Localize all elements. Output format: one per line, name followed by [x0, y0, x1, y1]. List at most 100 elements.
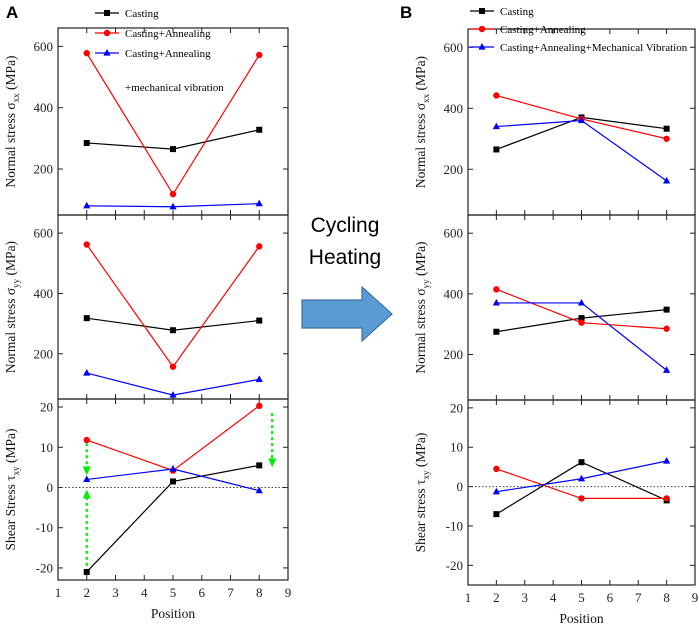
x-tick-label: 4 [141, 585, 148, 600]
y-tick-label: -10 [36, 520, 53, 535]
x-tick-label: 1 [465, 590, 472, 605]
data-point-circle [83, 241, 90, 248]
y-tick-label: 600 [34, 39, 54, 54]
data-point-triangle [255, 199, 263, 207]
y-axis-label-unit: (MPa) [413, 241, 428, 279]
indicator-arrowhead-icon [268, 458, 277, 468]
indicator-arrowhead-icon [82, 466, 91, 476]
legend-label: Casting+Annealing [125, 48, 211, 60]
legend-marker-triangle [103, 49, 111, 56]
y-axis-label-subscript: xy [11, 466, 21, 476]
data-point-circle [169, 190, 177, 198]
data-point-triangle [83, 475, 91, 483]
cycling-heating-arrow: Cycling Heating [301, 214, 393, 343]
y-tick-label: -20 [36, 560, 53, 575]
y-tick-label: 400 [34, 286, 54, 301]
x-tick-label: 7 [227, 585, 234, 600]
data-point-triangle [663, 176, 671, 184]
data-point-circle [256, 402, 263, 410]
y-tick-label: 0 [457, 479, 464, 494]
y-tick-label: 10 [40, 440, 53, 455]
data-point-circle [493, 286, 500, 293]
data-point-square [83, 568, 90, 575]
data-point-circle [663, 495, 670, 502]
y-tick-label: 20 [40, 400, 53, 415]
plot-frame [467, 399, 696, 586]
data-point-circle [256, 51, 263, 59]
y-tick-label: 200 [444, 347, 464, 362]
y-axis-label-main: Normal stress σ [413, 288, 428, 374]
legend-label: Casting [500, 6, 534, 18]
y-axis-label-subscript: xx [11, 93, 21, 103]
x-tick-label: 3 [112, 585, 119, 600]
x-tick-label: 5 [170, 585, 177, 600]
subplot-3: -20 -10 0 10 20 Shear stress τxy (MPa) 1 2 3 4 5 6 7… [413, 399, 698, 626]
y-tick-label: 400 [444, 101, 464, 116]
series-line-circle [86, 244, 260, 368]
data-point-square [83, 315, 90, 322]
y-tick-label: 600 [34, 226, 54, 241]
data-point-triangle [663, 457, 671, 464]
legend: Casting Casting+Annealing Casting+Annealin… [95, 8, 224, 94]
y-tick-label: 600 [444, 226, 464, 241]
data-point-triangle [577, 298, 586, 306]
data-point-triangle [83, 369, 91, 376]
arrow-label-line2: Heating [309, 246, 381, 269]
y-axis-label-unit: (MPa) [413, 56, 428, 94]
x-tick-label: 5 [578, 590, 585, 605]
x-tick-label: 3 [522, 590, 529, 605]
data-point-circle [493, 465, 500, 473]
y-axis-label: Normal stress σyy (MPa) [3, 241, 21, 373]
plot-frame [467, 214, 696, 401]
y-axis-label-main: Normal stress σ [413, 102, 428, 188]
series-line-triangle [496, 302, 667, 371]
y-axis-label-main: Normal stress σ [3, 287, 18, 373]
series-line-triangle [496, 119, 667, 182]
subplot-2: 200 400 600 Normal stress σyy (MPa) [3, 214, 289, 400]
indicator-arrowhead-icon [82, 489, 91, 499]
data-point-triangle [663, 366, 671, 373]
data-point-circle [83, 436, 90, 444]
y-axis-label-subscript: yy [421, 279, 431, 289]
data-point-square [493, 146, 500, 153]
legend-label: Casting+Annealing+Mechanical Vibration [500, 42, 688, 54]
legend-marker-circle [478, 25, 486, 33]
y-tick-label: 200 [34, 346, 54, 361]
data-point-circle [256, 243, 263, 250]
data-point-square [83, 139, 90, 146]
data-point-triangle [255, 486, 263, 494]
arrow-label-line1: Cycling [311, 214, 380, 237]
series-line-circle [86, 52, 260, 196]
data-point-square [493, 511, 500, 518]
y-axis-label: Shear Stress τxy (MPa) [3, 428, 21, 550]
y-axis-label-subscript: xx [421, 93, 431, 103]
data-point-triangle [492, 487, 500, 495]
y-axis-label-subscript: yy [11, 278, 21, 288]
data-point-square [170, 146, 176, 153]
series-line-circle [496, 468, 667, 500]
series-line-circle [86, 405, 260, 472]
data-point-square [493, 328, 500, 335]
data-point-triangle [255, 375, 263, 382]
legend-label: +mechanical vibration [125, 82, 224, 94]
legend-label: Casting+Annealing [500, 24, 586, 36]
data-point-triangle [169, 202, 177, 210]
x-tick-label: 8 [663, 590, 670, 605]
y-tick-label: 600 [444, 40, 464, 55]
y-axis-label-unit: (MPa) [3, 55, 18, 93]
legend-marker-circle [103, 29, 111, 37]
data-point-circle [578, 319, 585, 326]
data-point-square [256, 126, 263, 133]
y-axis-label-main: Normal stress σ [3, 102, 18, 188]
legend: Casting Casting+Annealing Casting+Annealin… [470, 6, 688, 54]
y-tick-label: -10 [446, 518, 463, 533]
x-tick-label: 6 [199, 585, 206, 600]
data-point-triangle [83, 201, 91, 209]
y-axis-label-main: Shear stress τ [413, 479, 428, 552]
plot-frame [57, 214, 289, 400]
legend-label: Casting+Annealing [125, 28, 211, 40]
y-axis-label: Normal stress σxx (MPa) [3, 55, 21, 187]
